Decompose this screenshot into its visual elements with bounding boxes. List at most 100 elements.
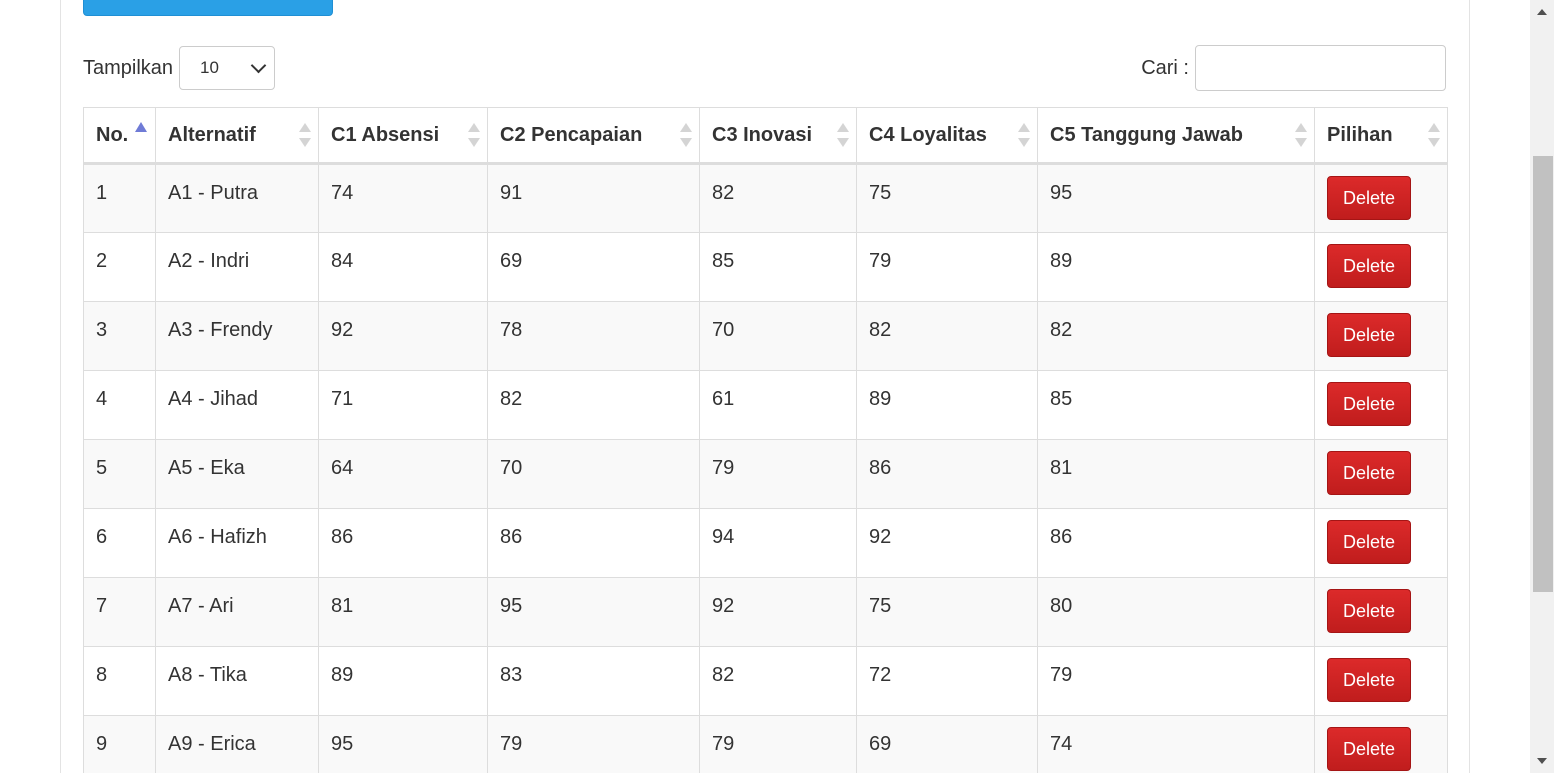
- cell-alternatif: A1 - Putra: [155, 163, 319, 233]
- cell-c2: 95: [487, 577, 700, 647]
- sort-icon: [1428, 123, 1440, 147]
- cell-c1: 81: [318, 577, 488, 647]
- sort-icon: [468, 123, 480, 147]
- cell-c3: 79: [699, 439, 857, 509]
- delete-button[interactable]: Delete: [1327, 520, 1411, 564]
- scroll-down-arrow-icon[interactable]: [1537, 758, 1547, 764]
- entries-length-select[interactable]: 10: [179, 46, 276, 90]
- cell-pilihan: Delete: [1314, 646, 1448, 716]
- chevron-down-icon: [250, 57, 267, 74]
- entries-length-value: 10: [200, 58, 219, 77]
- vertical-scrollbar[interactable]: [1530, 0, 1554, 773]
- search-label: Cari :: [1141, 56, 1189, 79]
- cell-c2: 78: [487, 301, 700, 371]
- cell-c2: 86: [487, 508, 700, 578]
- cell-c1: 95: [318, 715, 488, 773]
- cell-c2: 82: [487, 370, 700, 440]
- delete-button[interactable]: Delete: [1327, 313, 1411, 357]
- cell-alternatif: A3 - Frendy: [155, 301, 319, 371]
- sort-icon: [680, 123, 692, 147]
- cell-c5: 79: [1037, 646, 1315, 716]
- delete-button[interactable]: Delete: [1327, 589, 1411, 633]
- cell-no: 4: [83, 370, 156, 440]
- cell-c5: 81: [1037, 439, 1315, 509]
- sort-icon: [299, 123, 311, 147]
- cell-c3: 85: [699, 232, 857, 302]
- search-input[interactable]: [1195, 45, 1446, 91]
- scrollbar-thumb[interactable]: [1533, 156, 1553, 592]
- cell-pilihan: Delete: [1314, 301, 1448, 371]
- cell-c3: 82: [699, 163, 857, 233]
- scroll-up-arrow-icon[interactable]: [1537, 9, 1547, 15]
- cell-c5: 82: [1037, 301, 1315, 371]
- cell-alternatif: A2 - Indri: [155, 232, 319, 302]
- cell-c1: 71: [318, 370, 488, 440]
- cell-alternatif: A5 - Eka: [155, 439, 319, 509]
- cell-c1: 92: [318, 301, 488, 371]
- cell-no: 7: [83, 577, 156, 647]
- table-row: 8 A8 - Tika 89 83 82 72 79 Delete: [83, 646, 1448, 716]
- cell-c5: 95: [1037, 163, 1315, 233]
- table-row: 2 A2 - Indri 84 69 85 79 89 Delete: [83, 232, 1448, 302]
- column-header-c3[interactable]: C3 Inovasi: [699, 107, 857, 165]
- sort-icon: [837, 123, 849, 147]
- cell-c4: 79: [856, 232, 1038, 302]
- search-control: Cari :: [1141, 45, 1446, 91]
- cell-c4: 82: [856, 301, 1038, 371]
- cell-c1: 74: [318, 163, 488, 233]
- delete-button[interactable]: Delete: [1327, 727, 1411, 771]
- cell-pilihan: Delete: [1314, 577, 1448, 647]
- cell-c3: 61: [699, 370, 857, 440]
- entries-length-control: Tampilkan 10: [83, 46, 276, 90]
- cell-alternatif: A8 - Tika: [155, 646, 319, 716]
- cell-pilihan: Delete: [1314, 715, 1448, 773]
- cell-no: 1: [83, 163, 156, 233]
- cell-c3: 92: [699, 577, 857, 647]
- delete-button[interactable]: Delete: [1327, 244, 1411, 288]
- cell-c5: 85: [1037, 370, 1315, 440]
- cell-c4: 89: [856, 370, 1038, 440]
- column-header-c4[interactable]: C4 Loyalitas: [856, 107, 1038, 165]
- cell-pilihan: Delete: [1314, 508, 1448, 578]
- delete-button[interactable]: Delete: [1327, 382, 1411, 426]
- cell-c3: 70: [699, 301, 857, 371]
- column-header-no[interactable]: No.: [83, 107, 156, 165]
- column-header-c1[interactable]: C1 Absensi: [318, 107, 488, 165]
- cell-alternatif: A4 - Jihad: [155, 370, 319, 440]
- cell-alternatif: A9 - Erica: [155, 715, 319, 773]
- cell-c5: 80: [1037, 577, 1315, 647]
- cell-pilihan: Delete: [1314, 370, 1448, 440]
- cell-c4: 75: [856, 577, 1038, 647]
- cell-alternatif: A6 - Hafizh: [155, 508, 319, 578]
- cell-c2: 70: [487, 439, 700, 509]
- cell-no: 6: [83, 508, 156, 578]
- column-header-alternatif[interactable]: Alternatif: [155, 107, 319, 165]
- sort-ascending-icon: [135, 122, 147, 132]
- delete-button[interactable]: Delete: [1327, 451, 1411, 495]
- cell-no: 3: [83, 301, 156, 371]
- table-row: 1 A1 - Putra 74 91 82 75 95 Delete: [83, 163, 1448, 233]
- table-row: 9 A9 - Erica 95 79 79 69 74 Delete: [83, 715, 1448, 773]
- cell-c4: 72: [856, 646, 1038, 716]
- cell-c5: 86: [1037, 508, 1315, 578]
- cell-c2: 83: [487, 646, 700, 716]
- column-header-c5[interactable]: C5 Tanggung Jawab: [1037, 107, 1315, 165]
- cell-pilihan: Delete: [1314, 439, 1448, 509]
- delete-button[interactable]: Delete: [1327, 658, 1411, 702]
- column-header-c2[interactable]: C2 Pencapaian: [487, 107, 700, 165]
- cell-c4: 69: [856, 715, 1038, 773]
- cell-c3: 94: [699, 508, 857, 578]
- cell-c5: 89: [1037, 232, 1315, 302]
- cell-c2: 91: [487, 163, 700, 233]
- add-data-button[interactable]: [83, 0, 333, 16]
- table-row: 4 A4 - Jihad 71 82 61 89 85 Delete: [83, 370, 1448, 440]
- cell-c1: 89: [318, 646, 488, 716]
- delete-button[interactable]: Delete: [1327, 176, 1411, 220]
- sort-icon: [1018, 123, 1030, 147]
- table-row: 7 A7 - Ari 81 95 92 75 80 Delete: [83, 577, 1448, 647]
- column-header-pilihan[interactable]: Pilihan: [1314, 107, 1448, 165]
- cell-no: 8: [83, 646, 156, 716]
- cell-alternatif: A7 - Ari: [155, 577, 319, 647]
- table-row: 6 A6 - Hafizh 86 86 94 92 86 Delete: [83, 508, 1448, 578]
- table-header-row: No. Alternatif C1 Absensi C2 Pencapaian …: [83, 107, 1448, 165]
